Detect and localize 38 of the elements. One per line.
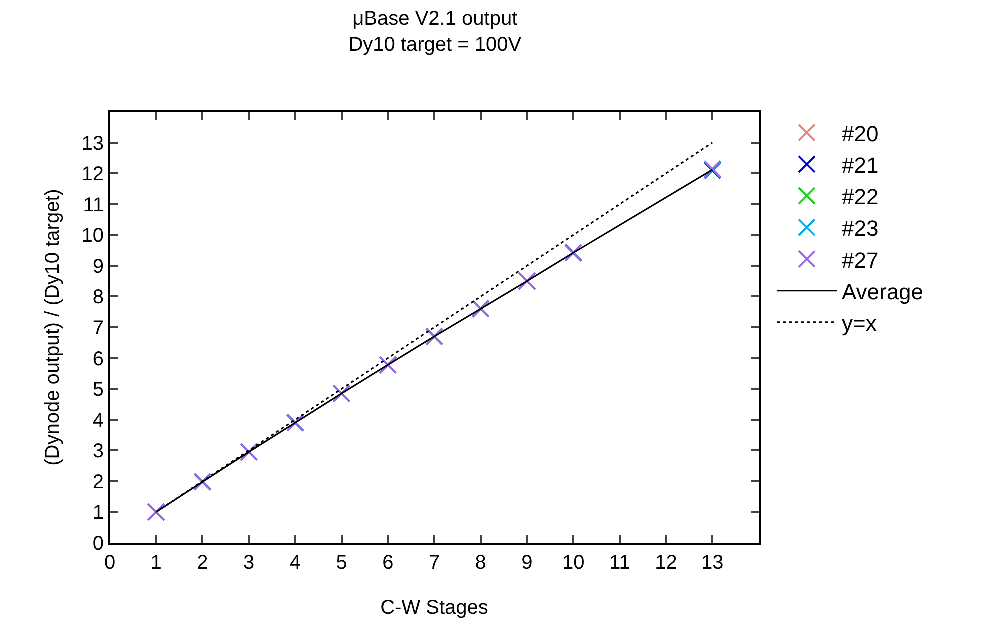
x-tick-label: 3 bbox=[244, 552, 255, 574]
x-tick-label: 5 bbox=[336, 552, 348, 574]
y-tick-label: 8 bbox=[92, 286, 104, 309]
chart-title: μBase V2.1 output bbox=[352, 8, 518, 30]
legend-label: #23 bbox=[842, 216, 879, 242]
y-tick-label: 1 bbox=[92, 502, 104, 524]
x-tick-label: 2 bbox=[197, 552, 208, 574]
x-tick-label: 9 bbox=[522, 552, 533, 574]
chart-subtitle: Dy10 target = 100V bbox=[348, 34, 522, 56]
x-tick-label: 13 bbox=[702, 552, 724, 574]
y-tick-label: 6 bbox=[92, 348, 104, 370]
y-tick-label: 4 bbox=[92, 410, 104, 432]
x-tick-label: 4 bbox=[290, 552, 301, 574]
legend-label: y=x bbox=[842, 310, 877, 336]
y-tick-label: 2 bbox=[92, 471, 104, 494]
x-tick-label: 8 bbox=[475, 552, 486, 574]
x-tick-label: 12 bbox=[655, 552, 678, 574]
y-tick-label: 0 bbox=[92, 533, 104, 555]
y-tick-label: 12 bbox=[82, 164, 104, 186]
y-axis-title: (Dynode output) / (Dy10 target) bbox=[42, 189, 64, 466]
x-axis-title: C-W Stages bbox=[380, 597, 488, 619]
x-tick-label: 6 bbox=[382, 552, 394, 574]
legend-label: Average bbox=[842, 279, 924, 304]
y-tick-label: 11 bbox=[83, 194, 104, 216]
x-tick-label: 11 bbox=[610, 552, 630, 574]
legend-label: #27 bbox=[842, 248, 879, 273]
y-tick-label: 5 bbox=[92, 379, 104, 402]
x-tick-label: 1 bbox=[150, 552, 162, 574]
y-tick-label: 7 bbox=[92, 318, 104, 340]
y-tick-label: 3 bbox=[92, 440, 104, 463]
legend-label: #22 bbox=[842, 184, 879, 210]
x-tick-label: 7 bbox=[428, 552, 440, 574]
y-tick-label: 9 bbox=[92, 256, 104, 278]
y-tick-label: 13 bbox=[82, 132, 104, 155]
x-tick-label: 10 bbox=[562, 552, 585, 574]
legend-label: #21 bbox=[842, 152, 879, 178]
y-tick-label: 10 bbox=[82, 225, 104, 248]
legend-label: #20 bbox=[842, 121, 879, 146]
